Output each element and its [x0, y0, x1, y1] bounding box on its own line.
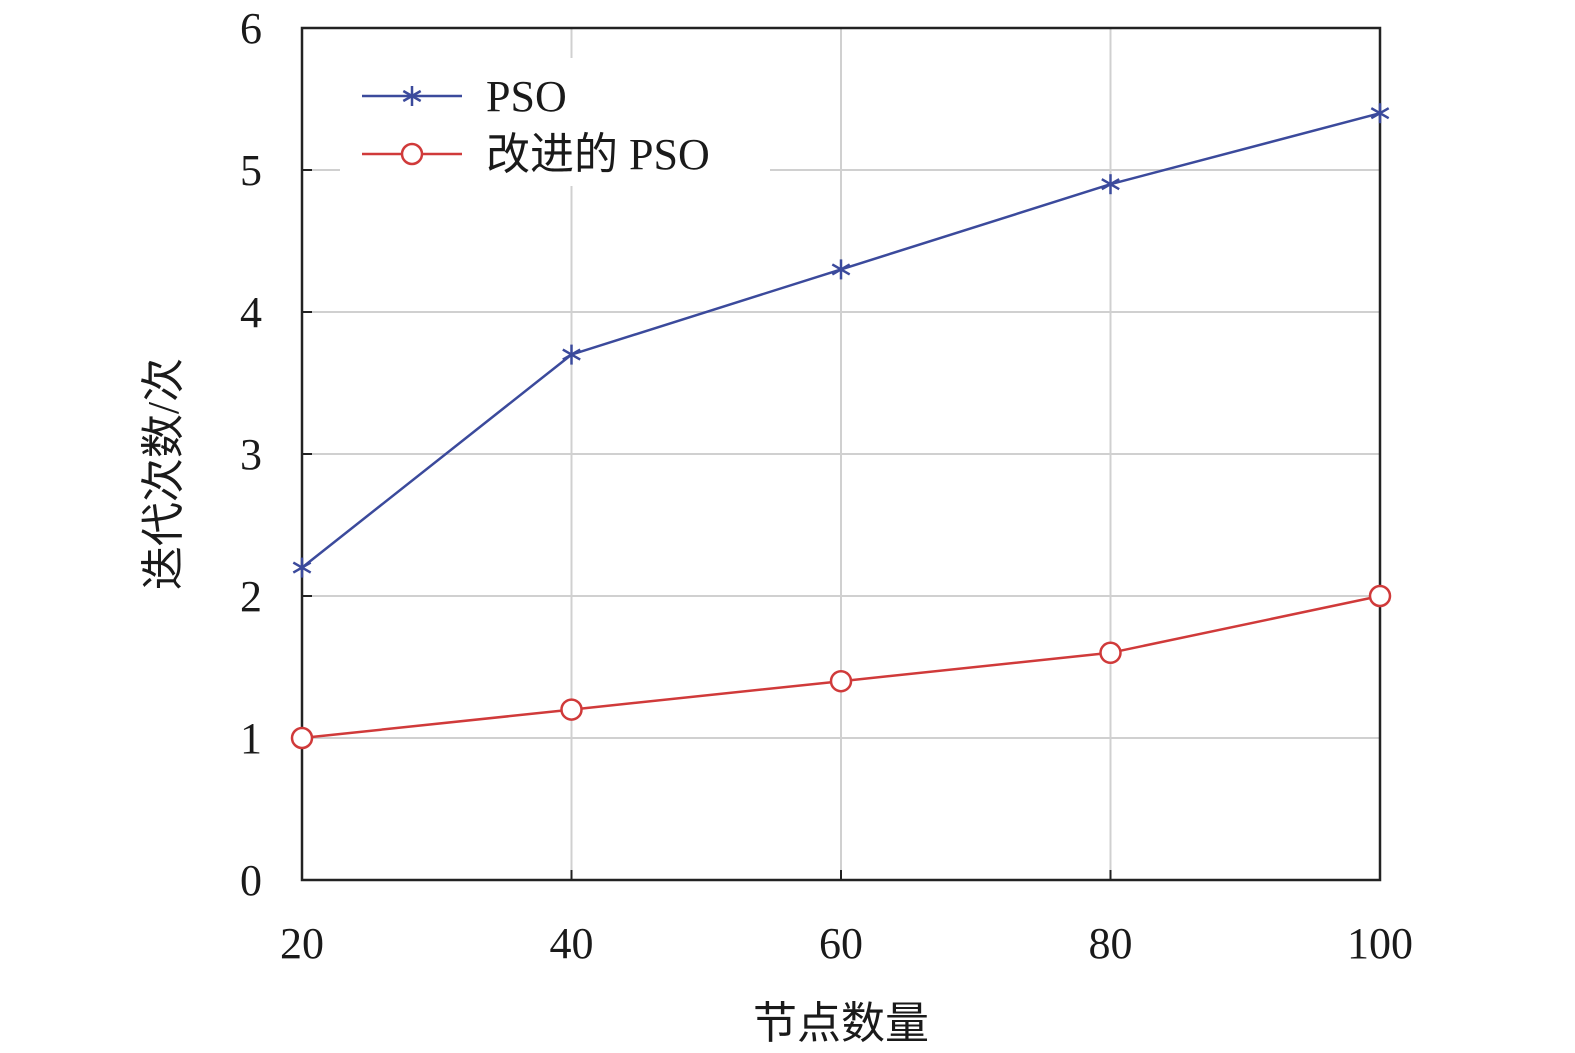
y-tick-label: 4	[240, 288, 262, 337]
data-point-improved-pso	[1099, 641, 1122, 665]
legend-marker-pso	[402, 86, 422, 106]
x-axis-title: 节点数量	[753, 999, 929, 1048]
series-layer	[290, 103, 1392, 750]
x-tick-label: 100	[1347, 919, 1413, 968]
legend-marker-improved-pso	[400, 142, 424, 166]
data-point-improved-pso	[560, 698, 583, 721]
y-tick-label: 0	[240, 856, 262, 905]
axis-ticks: 20 40 60 80 100 0 1 2 3 4 5 6	[240, 4, 1413, 968]
data-point-pso	[1101, 174, 1120, 195]
y-tick-label: 2	[240, 572, 262, 621]
y-tick-label: 5	[240, 146, 262, 195]
legend: PSO 改进的 PSO	[340, 58, 770, 186]
data-point-pso	[562, 344, 581, 365]
y-tick-label: 6	[240, 4, 262, 53]
y-tick-label: 3	[240, 430, 262, 479]
data-point-improved-pso	[829, 669, 853, 693]
x-tick-label: 60	[819, 919, 863, 968]
data-point-pso	[1370, 103, 1390, 124]
data-point-pso	[831, 259, 851, 280]
data-point-improved-pso	[1368, 584, 1392, 608]
x-tick-label: 40	[550, 919, 594, 968]
data-point-improved-pso	[290, 726, 314, 750]
legend-label-pso: PSO	[486, 72, 567, 121]
data-point-pso	[292, 557, 312, 578]
x-tick-label: 20	[280, 919, 324, 968]
y-axis-title: 迭代次数/次	[139, 358, 188, 590]
grid-lines	[302, 28, 1380, 880]
legend-label-improved-pso: 改进的 PSO	[486, 130, 710, 179]
y-tick-label: 1	[240, 714, 262, 763]
x-tick-label: 80	[1089, 919, 1133, 968]
